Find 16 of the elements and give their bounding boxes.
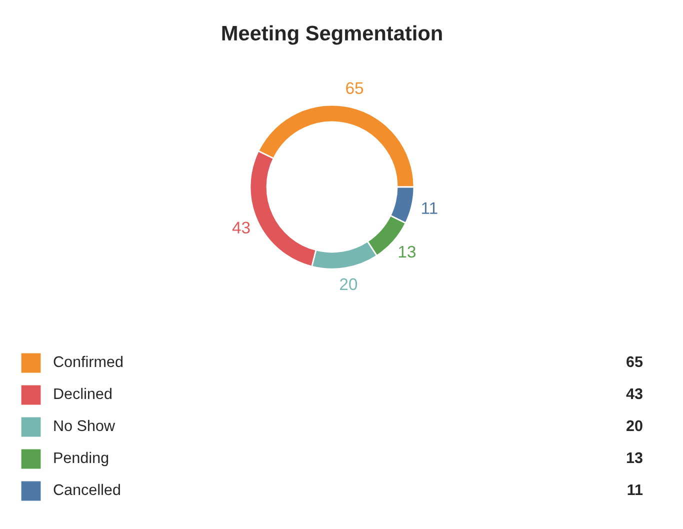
text: 20 <box>626 420 642 432</box>
legend-label: Cancelled <box>54 484 120 496</box>
text: 13 <box>626 452 642 464</box>
data-label: 11 <box>422 202 438 214</box>
legend-label: No Show <box>54 420 116 432</box>
legend-label: Declined <box>54 388 112 400</box>
data-label: 43 <box>232 222 250 234</box>
legend-label: Confirmed <box>54 356 122 368</box>
data-label: 13 <box>398 246 416 258</box>
data-label: 20 <box>340 278 358 290</box>
text: 43 <box>626 388 642 400</box>
chart-title: Meeting Segmentation <box>222 25 442 45</box>
data-label: 65 <box>346 82 364 94</box>
legend-label: Pending <box>54 452 108 466</box>
text: 65 <box>626 356 643 368</box>
text: 11 <box>628 484 643 495</box>
